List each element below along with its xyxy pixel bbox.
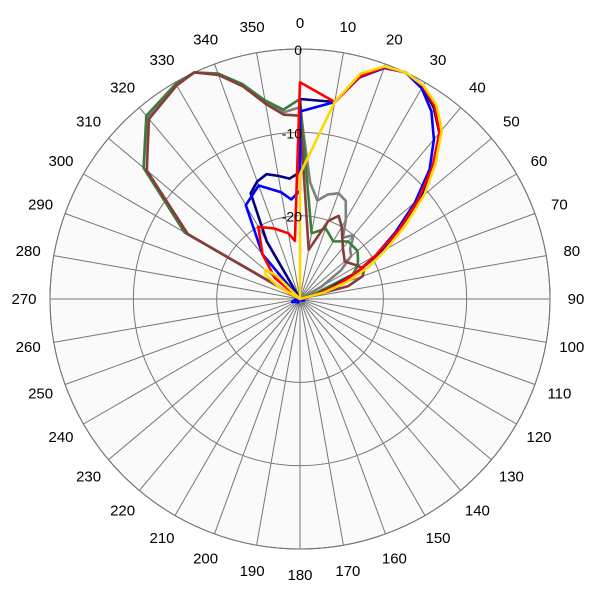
angle-tick-label-27: 270 [11, 291, 36, 308]
angle-tick-label-2: 20 [386, 32, 403, 49]
angular-spoke-13 [299, 298, 492, 461]
angular-spoke-17 [299, 298, 344, 546]
angle-tick-label-21: 210 [149, 530, 174, 547]
angle-tick-label-11: 110 [547, 385, 571, 402]
angle-tick-label-17: 170 [335, 563, 360, 580]
angular-spoke-12 [299, 298, 517, 425]
radial-tick-labels: 0 -10 -20 [282, 42, 302, 225]
angular-spoke-15 [299, 298, 426, 516]
angle-tick-label-22: 220 [110, 502, 135, 519]
radial-tick-label-0: 0 [294, 42, 302, 58]
angle-tick-label-6: 60 [531, 153, 548, 170]
angular-spoke-2 [299, 63, 386, 300]
angle-tick-label-5: 50 [503, 114, 520, 131]
angular-spoke-23 [108, 298, 301, 461]
angle-tick-label-28: 280 [16, 243, 41, 260]
angle-tick-label-34: 340 [193, 32, 218, 49]
angle-tick-label-25: 250 [28, 385, 53, 402]
angular-tick-labels: 0 10 20 30 40 50 60 70 80 90 100 110 120 130 140 150 160… [11, 15, 584, 584]
angle-tick-label-24: 240 [48, 429, 73, 446]
angle-tick-label-13: 130 [499, 468, 524, 485]
angle-tick-label-14: 140 [465, 502, 490, 519]
angle-tick-label-7: 70 [551, 197, 568, 214]
angle-tick-label-9: 90 [568, 291, 585, 308]
angular-spoke-29 [64, 213, 301, 300]
angle-tick-label-15: 150 [425, 530, 450, 547]
angle-tick-label-29: 290 [28, 197, 53, 214]
angle-tick-label-33: 330 [149, 52, 174, 69]
angle-tick-label-23: 230 [76, 468, 101, 485]
angular-spoke-24 [83, 298, 301, 425]
angular-spoke-1 [299, 52, 344, 300]
angular-spoke-11 [299, 298, 536, 385]
angular-spoke-6 [299, 173, 517, 300]
angle-tick-label-31: 310 [76, 114, 101, 131]
angle-tick-label-35: 350 [240, 19, 265, 36]
series-line-6 [263, 65, 444, 301]
angle-tick-label-16: 160 [382, 550, 407, 567]
angle-tick-label-8: 80 [563, 243, 580, 260]
angular-spoke-25 [64, 298, 301, 385]
angle-tick-label-1: 10 [340, 19, 357, 36]
angular-spoke-20 [214, 298, 301, 535]
angular-spoke-8 [299, 255, 547, 300]
angular-spoke-22 [138, 298, 301, 491]
radial-tick-label-2: -20 [282, 209, 302, 225]
angular-spoke-19 [256, 298, 301, 546]
angle-tick-label-26: 260 [16, 339, 41, 356]
radial-tick-label-1: -10 [282, 125, 302, 141]
angular-spoke-28 [53, 255, 301, 300]
angular-spoke-10 [299, 298, 547, 343]
angular-spoke-21 [174, 298, 301, 516]
angle-tick-label-18: 180 [287, 567, 312, 584]
angular-spoke-5 [299, 137, 492, 300]
angle-tick-label-0: 0 [296, 15, 304, 32]
series-layer [142, 65, 444, 304]
angle-tick-label-30: 300 [48, 153, 73, 170]
angular-grid-spokes [50, 49, 550, 549]
angle-tick-label-3: 30 [430, 52, 447, 69]
angle-tick-label-19: 190 [240, 563, 265, 580]
angle-tick-label-12: 120 [526, 429, 551, 446]
angular-spoke-16 [299, 298, 386, 535]
angle-tick-label-10: 100 [559, 339, 584, 356]
angle-tick-label-4: 40 [469, 80, 486, 97]
angle-tick-label-32: 320 [110, 80, 135, 97]
angular-spoke-14 [299, 298, 462, 491]
angular-spoke-26 [53, 298, 301, 343]
angle-tick-label-20: 200 [193, 550, 218, 567]
angular-spoke-3 [299, 82, 426, 300]
